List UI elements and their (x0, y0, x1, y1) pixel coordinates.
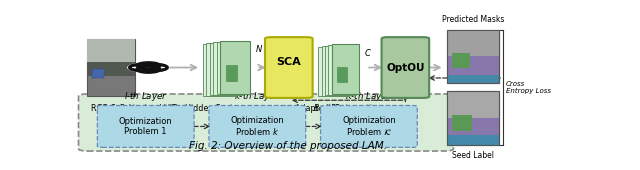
Circle shape (127, 62, 170, 73)
Text: $l$-th Layer: $l$-th Layer (124, 90, 168, 103)
Bar (210, 43, 240, 95)
Bar (332, 45, 359, 94)
Bar (447, 91, 499, 145)
Text: Hidden Features: Hidden Features (185, 104, 251, 113)
FancyBboxPatch shape (79, 94, 454, 151)
Text: Seed Label: Seed Label (452, 151, 494, 160)
Bar (447, 30, 499, 83)
Text: RGB Seed: RGB Seed (91, 104, 131, 113)
Bar (452, 53, 470, 68)
Bar (203, 44, 233, 96)
Text: $\mathcal{F}_{ViT}^{(\cdot)}$: $\mathcal{F}_{ViT}^{(\cdot)}$ (209, 113, 227, 129)
Bar (220, 41, 250, 94)
Text: Cross
Entropy Loss: Cross Entropy Loss (506, 81, 550, 94)
Bar (328, 45, 356, 95)
Bar (332, 45, 359, 94)
FancyBboxPatch shape (97, 105, 194, 147)
Text: Back Propagation: Back Propagation (314, 104, 381, 113)
FancyBboxPatch shape (321, 105, 417, 147)
Bar (452, 115, 472, 131)
Bar (217, 42, 246, 94)
Text: $C$: $C$ (364, 47, 372, 58)
Text: $K$-th Layer: $K$-th Layer (346, 90, 392, 103)
Bar (318, 47, 346, 96)
Text: Adapted Features: Adapted Features (295, 104, 366, 113)
Bar (88, 39, 134, 96)
Bar (220, 41, 250, 94)
Text: Pretrained ViT: Pretrained ViT (120, 104, 177, 113)
Text: $\omega_{SCA}$: $\omega_{SCA}$ (278, 104, 300, 114)
FancyBboxPatch shape (381, 37, 429, 98)
Bar (325, 46, 352, 95)
Text: $\omega_{ViT}$: $\omega_{ViT}$ (138, 113, 159, 124)
Bar (337, 67, 347, 82)
Bar (88, 39, 134, 65)
Text: OptOU: OptOU (386, 63, 424, 73)
Text: SCA: SCA (276, 57, 301, 67)
FancyBboxPatch shape (209, 105, 306, 147)
Bar (92, 69, 104, 78)
Bar (447, 135, 499, 145)
Text: $k$-th Layer: $k$-th Layer (234, 90, 280, 103)
FancyBboxPatch shape (265, 37, 312, 98)
Bar (447, 91, 499, 118)
Bar (447, 30, 499, 56)
Text: $\mathcal{F}_{SCA}^{(\cdot)}$: $\mathcal{F}_{SCA}^{(\cdot)}$ (321, 113, 340, 129)
Bar (447, 91, 499, 145)
Text: Optimization
Problem $\mathcal{K}$: Optimization Problem $\mathcal{K}$ (342, 116, 396, 137)
Bar (447, 30, 499, 83)
Text: Optimization
Problem $k$: Optimization Problem $k$ (230, 116, 284, 137)
Bar (88, 62, 134, 76)
Text: Predicted Masks: Predicted Masks (442, 15, 504, 24)
Text: Fig. 2: Overview of the proposed LAM.: Fig. 2: Overview of the proposed LAM. (189, 141, 387, 151)
Bar (207, 44, 236, 96)
Text: Optimization
Problem 1: Optimization Problem 1 (119, 117, 173, 136)
Bar (213, 42, 243, 95)
Bar (227, 65, 237, 81)
Bar (447, 75, 499, 83)
Bar (321, 46, 349, 96)
Text: $N$: $N$ (255, 44, 262, 54)
